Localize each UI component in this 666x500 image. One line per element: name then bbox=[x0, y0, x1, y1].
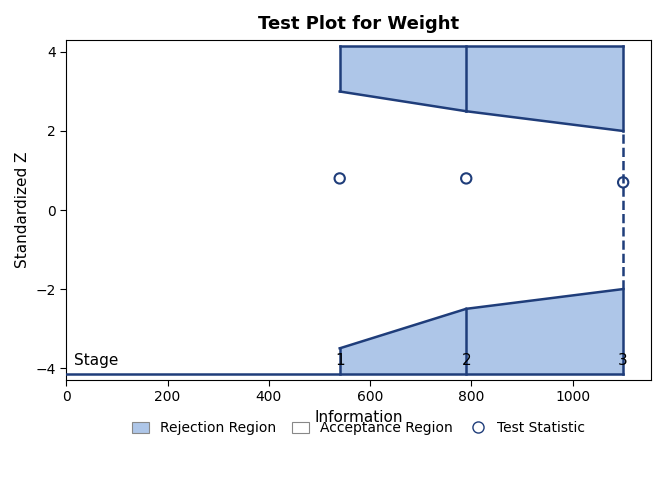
Title: Test Plot for Weight: Test Plot for Weight bbox=[258, 15, 460, 33]
Point bbox=[461, 174, 472, 182]
Polygon shape bbox=[340, 309, 466, 374]
Legend: Rejection Region, Acceptance Region, Test Statistic: Rejection Region, Acceptance Region, Tes… bbox=[127, 416, 591, 441]
Polygon shape bbox=[466, 289, 623, 374]
X-axis label: Information: Information bbox=[314, 410, 403, 425]
Y-axis label: Standardized Z: Standardized Z bbox=[15, 152, 30, 268]
Text: 2: 2 bbox=[462, 353, 471, 368]
Point bbox=[618, 178, 629, 186]
Text: Stage: Stage bbox=[74, 353, 119, 368]
Point bbox=[334, 174, 345, 182]
Text: 3: 3 bbox=[618, 353, 628, 368]
Text: 1: 1 bbox=[335, 353, 344, 368]
Polygon shape bbox=[340, 46, 466, 111]
Polygon shape bbox=[466, 46, 623, 131]
